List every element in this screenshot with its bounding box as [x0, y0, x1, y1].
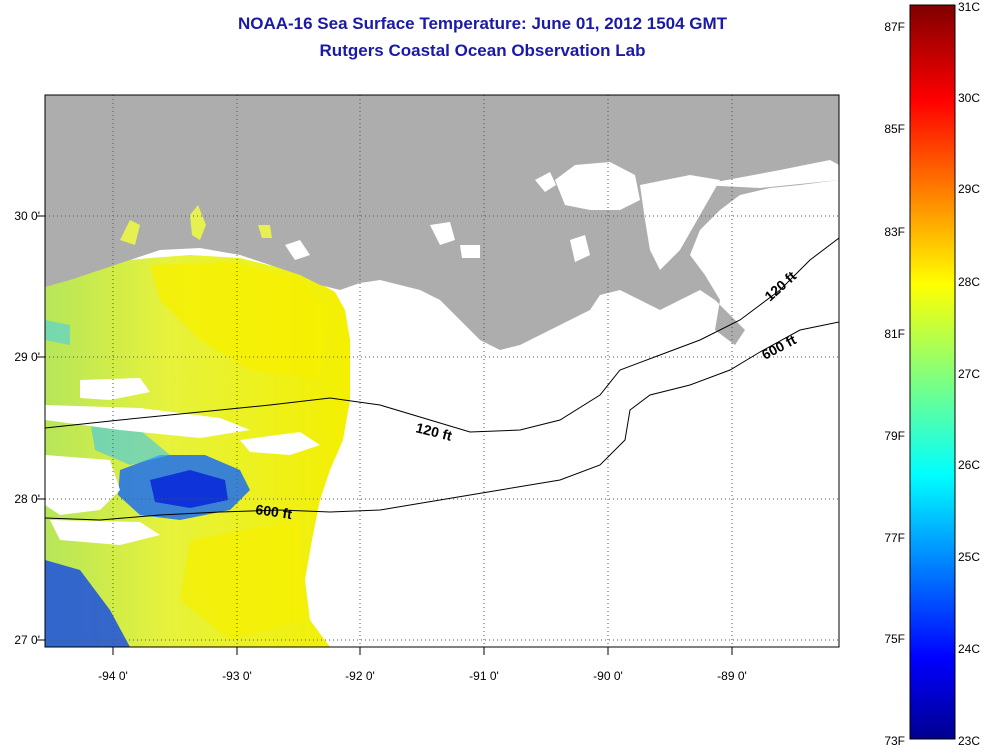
- map-title: NOAA-16 Sea Surface Temperature: June 01…: [237, 14, 728, 33]
- colorbar-c-label: 30C: [958, 91, 980, 105]
- lat-tick-label: 28 0': [14, 492, 40, 506]
- lat-tick-label: 30 0': [14, 209, 40, 223]
- land-mass: [45, 95, 839, 350]
- map-area: 120 ft 600 ft 120 ft 600 ft: [45, 95, 839, 647]
- contour-600ft: [45, 321, 839, 521]
- colorbar-f-label: 87F: [884, 20, 905, 34]
- colorbar-c-label: 24C: [958, 642, 980, 656]
- lon-tick-label: -89 0': [717, 669, 747, 683]
- colorbar-c-label: 29C: [958, 182, 980, 196]
- lon-tick-label: -92 0': [345, 669, 375, 683]
- lat-tick-label: 27 0': [14, 633, 40, 647]
- colorbar-c-label: 26C: [958, 458, 980, 472]
- contour-120ft: [45, 237, 839, 433]
- colorbar-c-label: 27C: [958, 367, 980, 381]
- lon-tick-label: -93 0': [222, 669, 252, 683]
- lon-tick-label: -90 0': [593, 669, 623, 683]
- colorbar-f-label: 83F: [884, 225, 905, 239]
- colorbar-f-label: 85F: [884, 122, 905, 136]
- lat-tick-label: 29 0': [14, 350, 40, 364]
- map-subtitle: Rutgers Coastal Ocean Observation Lab: [319, 41, 646, 60]
- graticule: [45, 95, 839, 647]
- colorbar-f-label: 73F: [884, 734, 905, 748]
- lon-tick-label: -94 0': [98, 669, 128, 683]
- colorbar-c-label: 28C: [958, 275, 980, 289]
- colorbar-f-label: 81F: [884, 327, 905, 341]
- temperature-colorbar: [909, 4, 956, 740]
- axis-ticks: [37, 215, 733, 655]
- colorbar-f-label: 77F: [884, 531, 905, 545]
- colorbar-f-label: 79F: [884, 429, 905, 443]
- colorbar-f-label: 75F: [884, 632, 905, 646]
- colorbar-c-label: 31C: [958, 0, 980, 14]
- colorbar-c-label: 25C: [958, 550, 980, 564]
- contour-label: 600 ft: [255, 501, 294, 522]
- colorbar-c-label: 23C: [958, 734, 980, 748]
- lon-tick-label: -91 0': [469, 669, 499, 683]
- map-frame: [44, 94, 840, 648]
